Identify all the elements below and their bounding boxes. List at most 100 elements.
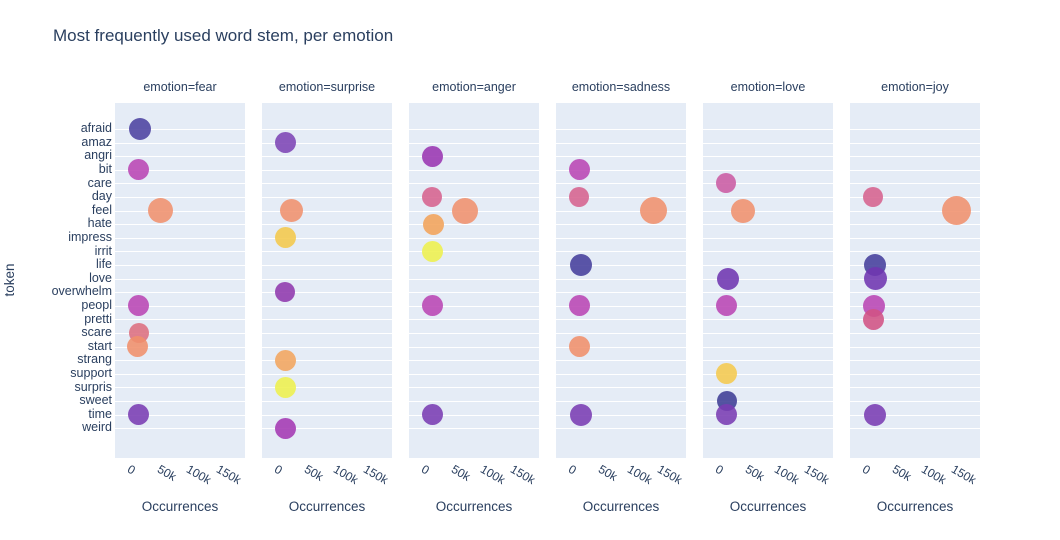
data-point-sadness-peopl[interactable] (569, 295, 591, 317)
data-point-fear-start[interactable] (127, 336, 149, 358)
gridline (409, 224, 539, 226)
x-tick-label: 50k (742, 462, 767, 484)
gridline (409, 292, 539, 294)
gridline (262, 319, 392, 321)
data-point-sadness-time[interactable] (569, 403, 592, 426)
x-axis-title: Occurrences (435, 499, 513, 514)
gridline (262, 224, 392, 226)
data-point-fear-bit[interactable] (127, 159, 149, 181)
data-point-fear-peopl[interactable] (127, 295, 149, 317)
gridline (703, 373, 833, 375)
data-point-surprise-weird[interactable] (274, 417, 296, 439)
data-point-anger-time[interactable] (422, 404, 444, 426)
data-point-surprise-impress[interactable] (274, 227, 296, 249)
facet-panel-surprise (262, 103, 392, 458)
gridline (703, 237, 833, 239)
x-tick-label: 100k (625, 462, 655, 488)
x-tick-label: 50k (448, 462, 473, 484)
y-axis-label-pretti: pretti (84, 311, 112, 326)
gridline (850, 292, 980, 294)
gridline (850, 210, 980, 212)
y-axis-label-peopl: peopl (81, 298, 112, 312)
gridline (703, 346, 833, 348)
data-point-sadness-life[interactable] (569, 254, 592, 276)
x-tick-label: 150k (801, 462, 832, 488)
gridline (556, 401, 686, 402)
gridline (115, 333, 245, 334)
gridline (850, 414, 980, 416)
data-point-anger-feel[interactable] (451, 197, 478, 224)
data-point-love-time[interactable] (716, 404, 738, 426)
gridline (850, 237, 980, 239)
x-tick-label: 150k (948, 462, 979, 488)
data-point-anger-day[interactable] (422, 187, 443, 207)
gridline (115, 237, 245, 239)
gridline (115, 197, 245, 198)
gridline (409, 169, 539, 171)
y-axis-label-day: day (91, 189, 112, 204)
gridline (115, 346, 245, 348)
gridline (850, 278, 980, 280)
gridline (262, 428, 392, 430)
data-point-sadness-start[interactable] (568, 336, 590, 358)
data-point-joy-pretti[interactable] (863, 308, 885, 330)
data-point-love-love[interactable] (717, 267, 740, 290)
data-point-joy-time[interactable] (863, 403, 886, 426)
data-point-sadness-day[interactable] (569, 187, 590, 207)
facet-panel-fear (115, 103, 245, 458)
data-point-sadness-bit[interactable] (569, 159, 591, 181)
gridline (556, 319, 686, 321)
gridline (850, 197, 980, 198)
gridline (115, 278, 245, 280)
data-point-surprise-amaz[interactable] (275, 132, 297, 154)
data-point-anger-angri[interactable] (422, 145, 444, 167)
data-point-surprise-feel[interactable] (279, 199, 303, 223)
gridline (850, 401, 980, 402)
gridline (115, 414, 245, 416)
x-tick-label: 0 (713, 462, 726, 478)
gridline (115, 373, 245, 375)
gridline (115, 360, 245, 362)
data-point-love-care[interactable] (716, 173, 737, 194)
data-point-love-support[interactable] (715, 363, 737, 385)
y-axis-title: token (2, 263, 17, 297)
data-point-joy-day[interactable] (863, 187, 884, 207)
data-point-fear-feel[interactable] (148, 198, 174, 224)
gridline (115, 142, 245, 144)
gridline (703, 197, 833, 198)
gridline (262, 387, 392, 389)
y-axis-label-feel: feel (91, 202, 112, 217)
gridline (262, 414, 392, 416)
gridline (262, 156, 392, 158)
data-point-love-feel[interactable] (731, 198, 756, 223)
data-point-sadness-feel[interactable] (639, 197, 667, 225)
y-axis-label-care: care (87, 175, 112, 190)
gridline (850, 333, 980, 334)
data-point-anger-peopl[interactable] (422, 295, 444, 317)
gridline (262, 265, 392, 266)
data-point-anger-irrit[interactable] (422, 240, 444, 262)
data-point-anger-hate[interactable] (423, 213, 445, 235)
y-axis-label-amaz: amaz (81, 134, 112, 149)
data-point-surprise-strang[interactable] (274, 349, 296, 371)
data-point-joy-feel[interactable] (942, 196, 972, 226)
gridline (115, 224, 245, 226)
data-point-joy-love[interactable] (864, 267, 888, 291)
gridline (409, 129, 539, 130)
gridline (850, 428, 980, 430)
x-tick-label: 100k (331, 462, 361, 488)
x-tick-label: 50k (154, 462, 179, 484)
gridline (409, 251, 539, 253)
data-point-surprise-overwhelm[interactable] (274, 282, 295, 303)
x-tick-label: 100k (478, 462, 508, 488)
y-axis-label-strang: strang (77, 352, 112, 367)
data-point-surprise-surpris[interactable] (275, 376, 297, 398)
gridline (262, 183, 392, 185)
gridline (703, 142, 833, 144)
gridline (115, 319, 245, 321)
y-axis-label-hate: hate (87, 216, 112, 231)
facet-panel-anger (409, 103, 539, 458)
data-point-fear-afraid[interactable] (128, 118, 151, 140)
data-point-love-peopl[interactable] (715, 295, 737, 317)
data-point-fear-time[interactable] (128, 404, 150, 426)
